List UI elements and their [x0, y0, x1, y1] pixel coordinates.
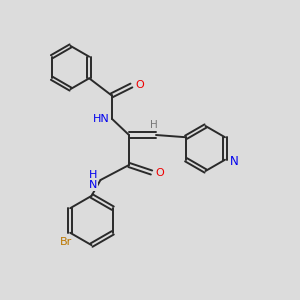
Text: Br: Br: [60, 237, 73, 247]
Text: O: O: [135, 80, 144, 90]
Text: N: N: [230, 155, 238, 168]
Text: H: H: [150, 119, 158, 130]
Text: O: O: [155, 167, 164, 178]
Text: N: N: [89, 180, 97, 190]
Text: HN: HN: [93, 113, 110, 124]
Text: H: H: [89, 169, 97, 180]
